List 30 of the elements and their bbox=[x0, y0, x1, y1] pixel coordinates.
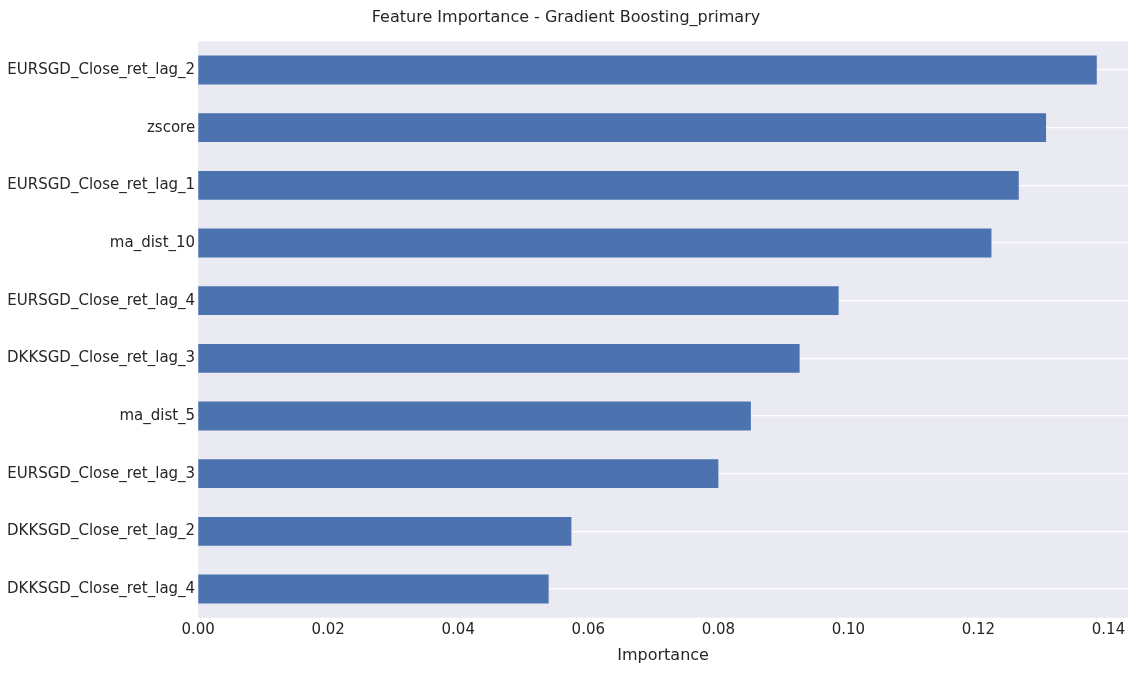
y-tick-label: DKKSGD_Close_ret_lag_4 bbox=[7, 578, 196, 598]
bar bbox=[198, 516, 572, 546]
bar bbox=[198, 459, 719, 489]
y-tick-label: ma_dist_10 bbox=[109, 232, 196, 252]
y-tick-label: EURSGD_Close_ret_lag_3 bbox=[7, 463, 196, 483]
y-tick-label: ma_dist_5 bbox=[119, 405, 196, 425]
x-tick-label: 0.12 bbox=[961, 619, 996, 638]
bar bbox=[198, 170, 1019, 200]
y-tick-label: EURSGD_Close_ret_lag_4 bbox=[7, 290, 196, 310]
x-tick-label: 0.00 bbox=[181, 619, 215, 638]
y-tick-label: zscore bbox=[146, 117, 196, 136]
bar bbox=[198, 228, 992, 258]
x-axis-title: Importance bbox=[617, 644, 709, 664]
x-tick-label: 0.04 bbox=[441, 619, 475, 638]
x-tick-label: 0.14 bbox=[1091, 619, 1126, 638]
y-tick-label: EURSGD_Close_ret_lag_2 bbox=[7, 59, 196, 79]
chart-title: Feature Importance - Gradient Boosting_primary bbox=[371, 6, 761, 27]
bar bbox=[198, 286, 839, 316]
y-tick-label: EURSGD_Close_ret_lag_1 bbox=[7, 175, 196, 195]
x-tick-label: 0.08 bbox=[701, 619, 736, 638]
bar bbox=[198, 55, 1097, 85]
x-tick-label: 0.10 bbox=[831, 619, 866, 638]
x-tick-label: 0.06 bbox=[571, 619, 605, 638]
x-tick-label: 0.02 bbox=[311, 619, 345, 638]
y-tick-label: DKKSGD_Close_ret_lag_2 bbox=[7, 521, 196, 541]
bar bbox=[198, 574, 549, 604]
y-tick-label: DKKSGD_Close_ret_lag_3 bbox=[7, 348, 196, 368]
bar bbox=[198, 113, 1047, 143]
bar bbox=[198, 343, 800, 373]
bar bbox=[198, 401, 751, 431]
